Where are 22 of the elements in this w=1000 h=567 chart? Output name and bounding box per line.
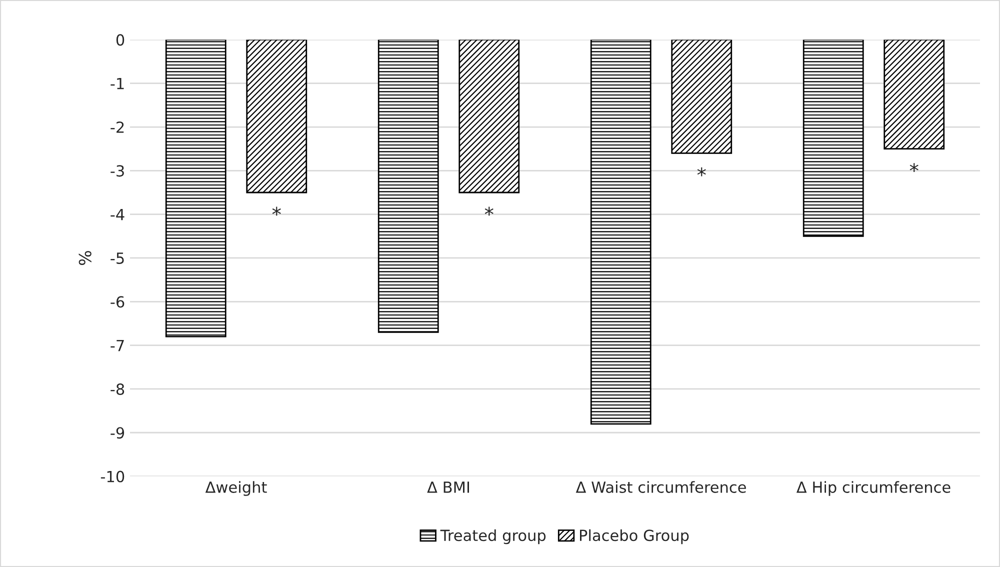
annotation: *: [484, 206, 494, 216]
annotation: *: [272, 206, 281, 216]
x-tick-label: Δ Hip circumference: [796, 481, 950, 496]
y-tick-label: -7: [110, 340, 124, 352]
y-tick-label: -3: [110, 165, 124, 177]
annotation: *: [697, 167, 706, 176]
y-tick-label: -1: [110, 78, 124, 90]
x-tick-label: Δweight: [205, 481, 267, 496]
legend-label: Treated group: [440, 529, 546, 544]
y-tick-label: -9: [110, 427, 124, 439]
y-tick-label: -10: [100, 470, 124, 482]
y-tick-label: -8: [110, 383, 124, 395]
y-tick-label: -2: [110, 121, 124, 133]
y-tick-label: 0: [116, 34, 124, 46]
y-axis-title: %: [78, 250, 92, 265]
x-tick-label: Δ Waist circumference: [576, 481, 746, 493]
x-tick-label: Δ BMI: [427, 482, 469, 493]
y-tick-label: -6: [110, 296, 124, 308]
annotation: *: [910, 163, 918, 172]
legend-label: Placebo Group: [580, 529, 689, 544]
y-tick-label: -5: [110, 252, 124, 264]
y-tick-label: -4: [110, 208, 124, 220]
